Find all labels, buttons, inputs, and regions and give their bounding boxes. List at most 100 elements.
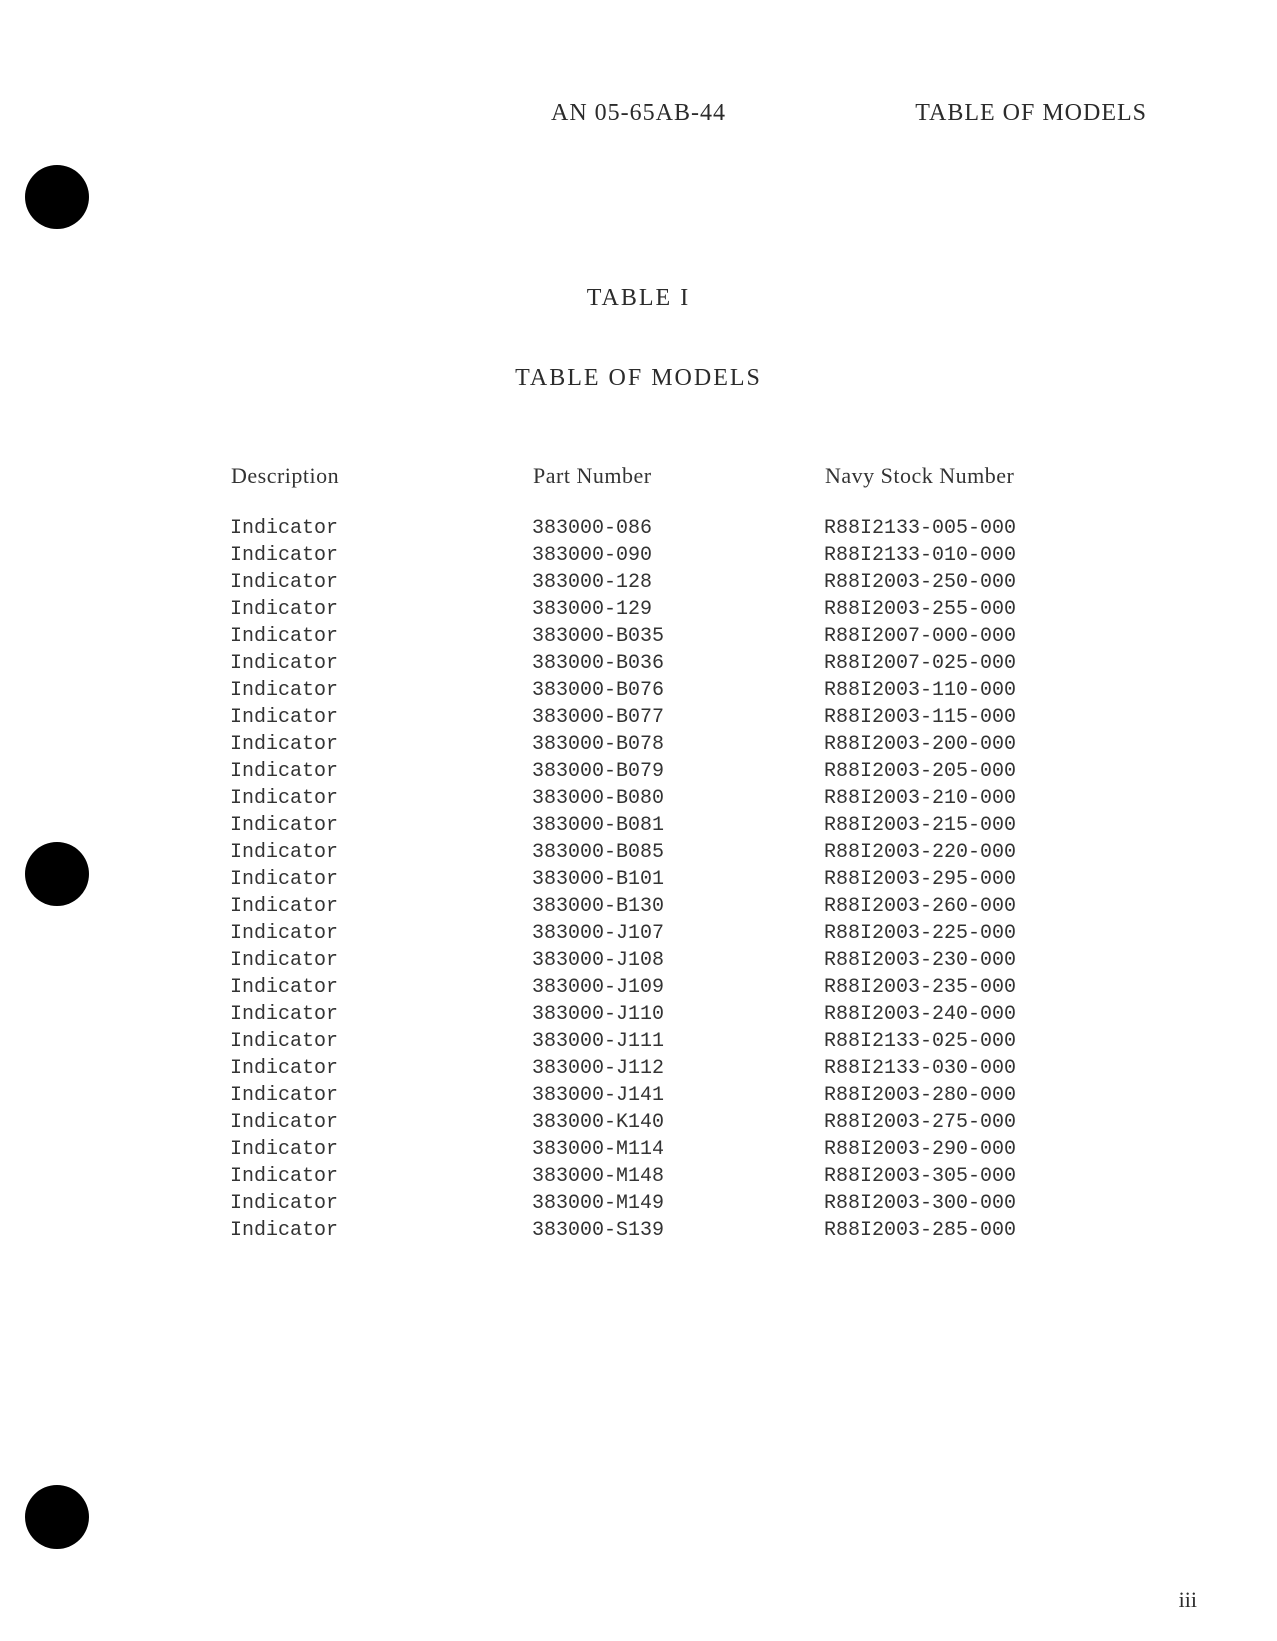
cell-description: Indicator [230,1163,532,1190]
cell-description: Indicator [230,677,532,704]
header-section-title: TABLE OF MODELS [915,100,1147,127]
cell-part-number: 383000-S139 [532,1217,824,1244]
table-row: Indicator383000-B076R88I2003-110-000 [230,677,1110,704]
table-row: Indicator383000-M114R88I2003-290-000 [230,1136,1110,1163]
table-row: Indicator383000-128R88I2003-250-000 [230,569,1110,596]
cell-stock-number: R88I2003-235-000 [824,974,1110,1001]
cell-part-number: 383000-J108 [532,947,824,974]
cell-description: Indicator [230,1136,532,1163]
table-row: Indicator383000-M148R88I2003-305-000 [230,1163,1110,1190]
cell-stock-number: R88I2007-000-000 [824,623,1110,650]
table-row: Indicator383000-M149R88I2003-300-000 [230,1190,1110,1217]
cell-description: Indicator [230,1082,532,1109]
cell-part-number: 383000-J141 [532,1082,824,1109]
cell-description: Indicator [230,704,532,731]
cell-description: Indicator [230,1028,532,1055]
table-row: Indicator383000-J112R88I2133-030-000 [230,1055,1110,1082]
cell-stock-number: R88I2003-285-000 [824,1217,1110,1244]
cell-part-number: 383000-B080 [532,785,824,812]
cell-stock-number: R88I2133-010-000 [824,542,1110,569]
cell-part-number: 383000-B076 [532,677,824,704]
page-number: iii [1179,1587,1197,1613]
cell-description: Indicator [230,650,532,677]
cell-stock-number: R88I2133-025-000 [824,1028,1110,1055]
cell-part-number: 383000-128 [532,569,824,596]
cell-stock-number: R88I2003-300-000 [824,1190,1110,1217]
cell-stock-number: R88I2003-115-000 [824,704,1110,731]
cell-description: Indicator [230,542,532,569]
cell-description: Indicator [230,893,532,920]
cell-description: Indicator [230,920,532,947]
cell-description: Indicator [230,947,532,974]
table-row: Indicator383000-K140R88I2003-275-000 [230,1109,1110,1136]
cell-part-number: 383000-J107 [532,920,824,947]
cell-stock-number: R88I2003-290-000 [824,1136,1110,1163]
hole-punch-dot [25,1485,89,1549]
cell-part-number: 383000-K140 [532,1109,824,1136]
cell-stock-number: R88I2003-220-000 [824,839,1110,866]
table-row: Indicator383000-090R88I2133-010-000 [230,542,1110,569]
cell-part-number: 383000-M148 [532,1163,824,1190]
cell-part-number: 383000-J110 [532,1001,824,1028]
cell-description: Indicator [230,596,532,623]
cell-part-number: 383000-129 [532,596,824,623]
cell-description: Indicator [230,1217,532,1244]
cell-stock-number: R88I2003-110-000 [824,677,1110,704]
cell-part-number: 383000-B101 [532,866,824,893]
table-row: Indicator383000-B081R88I2003-215-000 [230,812,1110,839]
cell-part-number: 383000-B078 [532,731,824,758]
cell-part-number: 383000-M149 [532,1190,824,1217]
cell-stock-number: R88I2003-260-000 [824,893,1110,920]
table-row: Indicator383000-B035R88I2007-000-000 [230,623,1110,650]
models-table: Description Part Number Navy Stock Numbe… [230,460,1110,1244]
cell-stock-number: R88I2133-005-000 [824,515,1110,542]
col-header-stock-number: Navy Stock Number [824,460,1110,515]
table-row: Indicator383000-B080R88I2003-210-000 [230,785,1110,812]
cell-description: Indicator [230,1055,532,1082]
cell-part-number: 383000-J109 [532,974,824,1001]
table-row: Indicator383000-J110R88I2003-240-000 [230,1001,1110,1028]
table-row: Indicator383000-B085R88I2003-220-000 [230,839,1110,866]
cell-stock-number: R88I2003-205-000 [824,758,1110,785]
table-row: Indicator383000-J111R88I2133-025-000 [230,1028,1110,1055]
cell-description: Indicator [230,1190,532,1217]
cell-stock-number: R88I2003-305-000 [824,1163,1110,1190]
cell-part-number: 383000-B081 [532,812,824,839]
cell-stock-number: R88I2133-030-000 [824,1055,1110,1082]
cell-stock-number: R88I2003-255-000 [824,596,1110,623]
table-row: Indicator383000-J141R88I2003-280-000 [230,1082,1110,1109]
models-table-container: Description Part Number Navy Stock Numbe… [230,460,1110,1244]
cell-stock-number: R88I2003-250-000 [824,569,1110,596]
cell-stock-number: R88I2003-215-000 [824,812,1110,839]
table-row: Indicator383000-086R88I2133-005-000 [230,515,1110,542]
hole-punch-dot [25,165,89,229]
cell-stock-number: R88I2003-210-000 [824,785,1110,812]
col-header-description: Description [230,460,532,515]
table-row: Indicator383000-B036R88I2007-025-000 [230,650,1110,677]
cell-stock-number: R88I2007-025-000 [824,650,1110,677]
table-row: Indicator383000-B079R88I2003-205-000 [230,758,1110,785]
cell-description: Indicator [230,866,532,893]
cell-description: Indicator [230,974,532,1001]
cell-description: Indicator [230,839,532,866]
hole-punch-dot [25,842,89,906]
cell-part-number: 383000-086 [532,515,824,542]
cell-description: Indicator [230,731,532,758]
cell-stock-number: R88I2003-280-000 [824,1082,1110,1109]
table-body: Indicator383000-086R88I2133-005-000Indic… [230,515,1110,1244]
cell-description: Indicator [230,1001,532,1028]
table-row: Indicator383000-B101R88I2003-295-000 [230,866,1110,893]
cell-part-number: 383000-J111 [532,1028,824,1055]
cell-description: Indicator [230,785,532,812]
cell-description: Indicator [230,758,532,785]
col-header-part-number: Part Number [532,460,824,515]
cell-stock-number: R88I2003-295-000 [824,866,1110,893]
table-row: Indicator383000-B078R88I2003-200-000 [230,731,1110,758]
table-row: Indicator383000-S139R88I2003-285-000 [230,1217,1110,1244]
cell-part-number: 383000-B130 [532,893,824,920]
cell-description: Indicator [230,812,532,839]
table-row: Indicator383000-J108R88I2003-230-000 [230,947,1110,974]
table-number: TABLE I [0,285,1277,312]
table-title: TABLE OF MODELS [0,365,1277,392]
cell-stock-number: R88I2003-240-000 [824,1001,1110,1028]
